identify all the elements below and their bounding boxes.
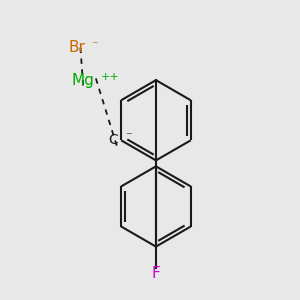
Text: ++: ++ [100, 72, 119, 82]
Text: ⁻: ⁻ [126, 130, 132, 143]
Text: F: F [152, 266, 160, 281]
Text: C: C [109, 133, 118, 147]
Text: Br: Br [69, 40, 86, 55]
Text: Mg: Mg [72, 73, 94, 88]
Text: ⁻: ⁻ [92, 39, 98, 52]
